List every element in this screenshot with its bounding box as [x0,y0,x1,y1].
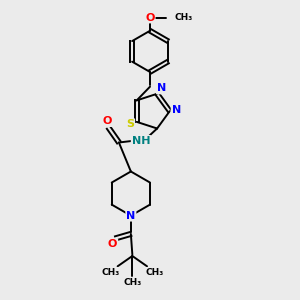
Text: CH₃: CH₃ [101,268,119,277]
Text: O: O [108,239,117,249]
Text: O: O [102,116,112,126]
Text: N: N [126,211,136,221]
Text: O: O [145,13,155,22]
Text: CH₃: CH₃ [174,13,192,22]
Text: N: N [157,83,166,94]
Text: NH: NH [132,136,150,146]
Text: CH₃: CH₃ [123,278,142,287]
Text: CH₃: CH₃ [145,268,164,277]
Text: N: N [172,105,181,115]
Text: S: S [126,119,134,129]
